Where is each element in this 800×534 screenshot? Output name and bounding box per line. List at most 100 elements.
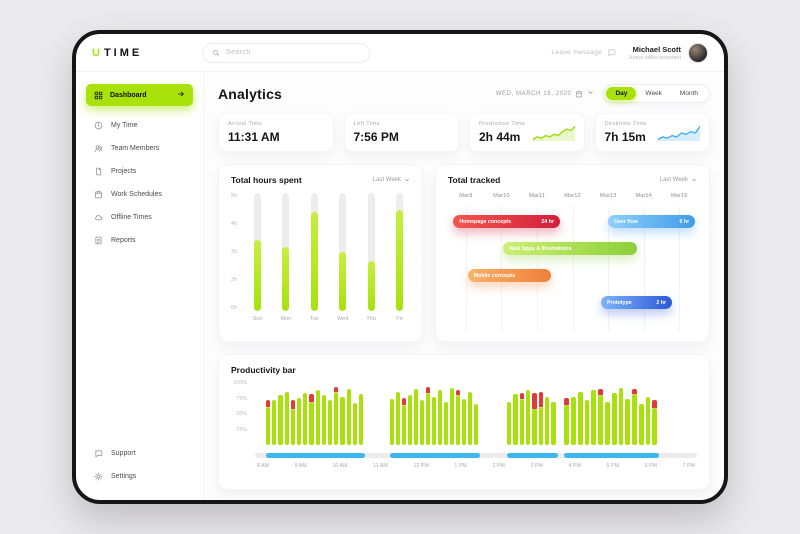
sidebar-item-dashboard[interactable]: Dashboard	[86, 84, 193, 106]
y-tick-label: 50%	[236, 411, 247, 417]
unproductive-segment	[519, 392, 524, 400]
range-toggle: Day Week Month	[603, 84, 710, 103]
productivity-bar	[632, 383, 637, 445]
y-tick-label: 75%	[236, 395, 247, 402]
productive-segment	[519, 399, 524, 445]
productive-segment	[290, 409, 296, 445]
gantt-date-label: Mar13	[599, 193, 617, 199]
productive-segment	[444, 401, 449, 445]
gantt-task-bar[interactable]: User flow 6 hr	[608, 215, 696, 228]
sidebar-item-my-time[interactable]: My Time	[76, 114, 203, 137]
productive-segment	[346, 389, 351, 445]
stat-card-arrival: Arrival Time 11:31 AM	[218, 113, 334, 152]
productivity-bar	[604, 383, 610, 445]
stat-card-desktime: Desktime Time 7h 15m	[594, 113, 710, 152]
gantt-date-label: Mar12	[564, 193, 581, 199]
grid-line	[501, 206, 503, 331]
x-tick-label: 8 AM	[257, 463, 270, 469]
tracked-filter-dropdown[interactable]: Last Week	[660, 177, 697, 183]
filter-label: Last Week	[659, 177, 688, 183]
logo-u: U	[92, 46, 103, 59]
task-hours: 6 hr	[679, 218, 690, 225]
gantt-grid	[448, 206, 697, 331]
productive-segment	[425, 392, 431, 445]
productivity-bar	[474, 383, 479, 445]
sidebar-item-label: Offline Times	[111, 214, 152, 221]
sidebar-item-support[interactable]: Support	[76, 442, 203, 465]
gantt-task-bar[interactable]: Prototype 2 hr	[600, 296, 673, 309]
productivity-bar	[645, 383, 651, 445]
task-label: Web Apps & Illustrations	[509, 245, 572, 252]
leave-message-button[interactable]: Leave message	[551, 48, 616, 57]
sidebar-item-projects[interactable]: Projects	[76, 160, 203, 183]
productive-segment	[359, 394, 364, 445]
dashboard-icon	[94, 91, 103, 99]
sidebar-item-team-members[interactable]: Team Members	[76, 137, 203, 160]
gantt-task-bar[interactable]: Homepage concepts 24 hr	[453, 215, 561, 228]
hours-filter-dropdown[interactable]: Last Week	[373, 177, 410, 183]
productivity-bar	[598, 383, 603, 445]
search-input[interactable]	[226, 49, 360, 56]
total-hours-card: Total hours spent Last Week 5h 4h 3h 2h 0h S…	[218, 164, 423, 342]
productivity-bar	[346, 383, 351, 445]
productive-segment	[303, 392, 308, 445]
stat-label: Desktime Time	[604, 121, 647, 127]
productivity-bar	[468, 383, 473, 445]
clock-icon	[94, 121, 103, 130]
productive-segment	[538, 406, 543, 445]
bar-fill	[339, 252, 347, 311]
productivity-bar	[297, 383, 302, 445]
sidebar-item-offline-times[interactable]: Offline Times	[76, 206, 203, 229]
productivity-bar	[652, 383, 658, 445]
range-day[interactable]: Day	[606, 87, 637, 100]
gantt-task-bar[interactable]: Web Apps & Illustrations	[503, 242, 637, 255]
unproductive-segment	[334, 386, 339, 392]
sidebar-bottom: Support Settings	[76, 442, 203, 488]
calendar-icon	[95, 190, 102, 199]
sidebar-item-work-schedules[interactable]: Work Schedules	[76, 183, 203, 206]
range-month[interactable]: Month	[679, 90, 698, 97]
hours-bar-column: Tue	[308, 193, 321, 327]
sidebar-item-label: Team Members	[111, 145, 160, 152]
avatar[interactable]	[688, 42, 708, 63]
user-menu[interactable]: Michael Scott Junior sales assistant	[628, 42, 708, 63]
productive-segment	[604, 401, 610, 445]
chevron-down-icon	[405, 178, 409, 182]
productivity-bar	[444, 383, 449, 445]
unproductive-segment	[532, 392, 537, 410]
grid-line	[608, 206, 610, 331]
unproductive-segment	[290, 400, 296, 410]
productive-segment	[456, 395, 461, 445]
productivity-bar	[591, 383, 597, 445]
hours-y-axis: 5h 4h 3h 2h 0h	[231, 193, 237, 311]
productivity-bar	[266, 383, 271, 445]
productivity-bar-group	[506, 383, 556, 445]
x-tick-label: 3 PM	[530, 463, 543, 469]
sidebar-item-label: Dashboard	[110, 91, 147, 99]
task-hours: 2 hr	[656, 299, 667, 306]
sidebar-item-settings[interactable]: Settings	[76, 465, 203, 488]
search-box[interactable]	[202, 42, 370, 63]
header-controls: WED, MARCH 18, 2020 Day Week Month	[496, 84, 710, 103]
productive-segment	[584, 400, 590, 445]
productivity-bar	[359, 383, 364, 445]
gantt-tasks: Homepage concepts 24 hr User flow 6 hr Web A…	[448, 215, 697, 331]
sidebar-item-reports[interactable]: Reports	[76, 229, 203, 252]
gantt-task-bar[interactable]: Mobile concepts	[467, 269, 552, 282]
productive-segment	[474, 404, 479, 445]
date-picker[interactable]: WED, MARCH 18, 2020	[496, 89, 595, 98]
productive-segment	[571, 396, 576, 445]
y-tick-label: 25%	[236, 426, 247, 433]
bar-track	[282, 193, 290, 311]
cloud-icon	[95, 215, 102, 221]
stat-label: Arrival Time	[228, 121, 263, 127]
productivity-bar	[309, 383, 314, 445]
stat-value: 7:56 PM	[353, 130, 399, 144]
unproductive-segment	[598, 389, 603, 396]
user-text: Michael Scott Junior sales assistant	[628, 45, 681, 61]
productive-segment	[625, 399, 631, 445]
page-title: Analytics	[218, 85, 283, 102]
x-tick-label: 4 PM	[568, 463, 581, 469]
sidebar: Dashboard My Time Team Members Projects …	[76, 72, 204, 500]
range-week[interactable]: Week	[645, 90, 662, 97]
